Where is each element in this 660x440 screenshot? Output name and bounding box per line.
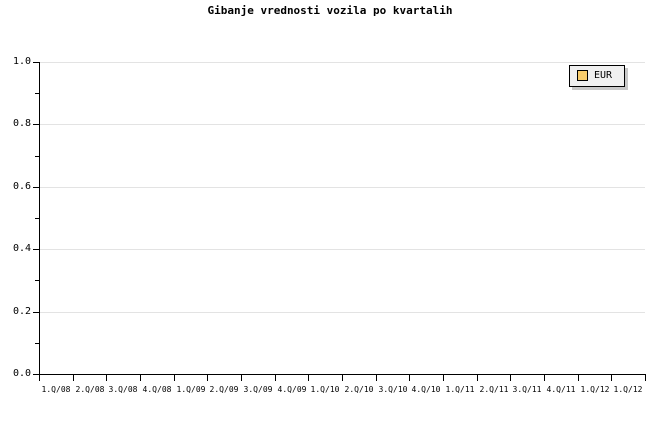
y-axis-tick-major (33, 249, 39, 251)
x-axis-tick (342, 375, 343, 381)
x-axis-tick (106, 375, 107, 381)
x-axis-label: 1.Q/11 (445, 385, 475, 394)
x-axis-label: 4.Q/09 (277, 385, 307, 394)
y-axis-label: 0.8 (12, 118, 31, 130)
x-axis-label: 4.Q/10 (411, 385, 441, 394)
x-axis-label: 1.Q/08 (41, 385, 71, 394)
y-axis-tick-major (33, 62, 39, 63)
x-axis-tick (241, 375, 242, 381)
y-axis-tick-minor (35, 280, 39, 282)
y-axis-tick-major (33, 374, 39, 375)
x-axis-label: 4.Q/08 (142, 385, 172, 394)
x-axis-tick (73, 375, 74, 381)
y-axis-label: 1.0 (12, 56, 31, 67)
x-axis-label: 1.Q/12 (580, 385, 610, 394)
x-axis-label: 3.Q/11 (512, 385, 542, 394)
legend-swatch-eur (577, 70, 588, 81)
chart-title: Gibanje vrednosti vozila po kvartalih (207, 4, 453, 17)
y-axis-tick-major (33, 124, 39, 126)
x-axis-label: 1.Q/09 (176, 385, 206, 394)
plot-background (39, 62, 645, 374)
x-axis-line (39, 374, 646, 375)
y-axis-tick-minor (35, 93, 39, 95)
gridline (39, 124, 645, 126)
x-axis-label: 2.Q/10 (344, 385, 374, 394)
x-axis-label: 3.Q/08 (108, 385, 138, 394)
x-axis-tick (544, 375, 545, 381)
y-axis-label: 0.4 (12, 243, 31, 255)
gridline (39, 311, 645, 313)
x-axis-label: 1.Q/12 (613, 385, 643, 394)
y-axis-tick-minor (35, 155, 39, 157)
x-axis-tick (611, 375, 612, 381)
x-axis-label: 4.Q/11 (546, 385, 576, 394)
x-axis-tick (510, 375, 511, 381)
x-axis-label: 2.Q/09 (209, 385, 239, 394)
x-axis-tick (207, 375, 208, 381)
x-axis-tick (39, 375, 40, 381)
y-axis-line (39, 62, 40, 375)
y-axis-label: 0.2 (12, 305, 31, 317)
gridline (39, 62, 645, 63)
x-axis-tick (308, 375, 309, 381)
legend-label-eur: EUR (594, 70, 613, 81)
plot-area (39, 62, 645, 374)
gridline (39, 186, 645, 188)
y-axis-tick-minor (35, 218, 39, 219)
chart-legend[interactable]: EUR (569, 65, 628, 90)
x-axis-label: 3.Q/10 (378, 385, 408, 394)
x-axis-tick (443, 375, 444, 381)
x-axis-label: 2.Q/11 (479, 385, 509, 394)
y-axis-label: 0.6 (12, 180, 31, 192)
x-axis-tick (140, 375, 141, 381)
x-axis-label: 3.Q/09 (243, 385, 273, 394)
x-axis-label: 1.Q/10 (310, 385, 340, 394)
x-axis-tick (645, 375, 646, 381)
x-axis-tick (376, 375, 377, 381)
y-axis-tick-major (33, 311, 39, 313)
x-axis-tick (174, 375, 175, 381)
y-axis-label: 0.0 (12, 368, 31, 379)
x-axis-tick (477, 375, 478, 381)
x-axis-tick (578, 375, 579, 381)
x-axis-label: 2.Q/08 (75, 385, 105, 394)
y-axis-tick-major (33, 186, 39, 188)
gridline (39, 249, 645, 251)
x-axis-tick (275, 375, 276, 381)
y-axis-tick-minor (35, 342, 39, 344)
x-axis-tick (409, 375, 410, 381)
